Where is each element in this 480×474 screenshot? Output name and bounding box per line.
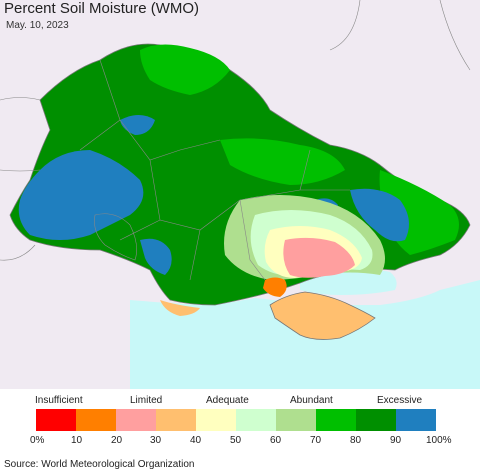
legend-tick-20: 20 [111,435,123,446]
legend-swatch-0 [36,409,76,431]
legend-tick-40: 40 [190,435,202,446]
source-credit: Source: World Meteorological Organizatio… [4,459,195,470]
south-limited-zone [283,237,355,278]
legend-tick-60: 60 [270,435,282,446]
legend-swatch-7 [316,409,356,431]
moldova-border [94,213,137,261]
oblast-borders [79,59,350,281]
legend-tick-80: 80 [350,435,362,446]
legend-swatch-5 [236,409,276,431]
legend-tick-50: 50 [230,435,242,446]
legend-swatch-1 [76,409,116,431]
legend-category-excessive: Excessive [377,395,423,406]
south-blue-zone [140,238,172,275]
northeast-green-zone [220,138,345,185]
legend-swatch-6 [276,409,316,431]
legend-category-insufficient: Insufficient [35,395,83,406]
legend-tick-70: 70 [310,435,322,446]
crimea [269,291,376,340]
legend-tick-0: 0% [30,435,45,446]
legend-tick-90: 90 [390,435,402,446]
legend-swatch-8 [356,409,396,431]
north-blue-spot [120,115,155,135]
legend-swatch-3 [156,409,196,431]
east-blue-zone [350,188,409,242]
legend-tick-10: 10 [71,435,83,446]
map-date: May. 10, 2023 [6,20,69,31]
legend-tick-100: 100% [426,435,452,446]
legend-category-adequate: Adequate [206,395,249,406]
legend-swatch-4 [196,409,236,431]
legend-tick-30: 30 [150,435,162,446]
neighbor-borders [0,0,471,261]
kherson-insufficient-spot [263,277,287,297]
legend: Insufficient Limited Adequate Abundant E… [0,389,480,449]
map-title: Percent Soil Moisture (WMO) [4,0,200,17]
legend-category-limited: Limited [130,395,163,406]
soil-moisture-map [0,0,480,389]
legend-swatch-9 [396,409,436,431]
legend-category-abundant: Abundant [290,395,333,406]
legend-swatch-2 [116,409,156,431]
odesa-coast-zone [160,300,200,316]
north-green-zone [140,44,230,95]
west-blue-zone [18,150,144,240]
